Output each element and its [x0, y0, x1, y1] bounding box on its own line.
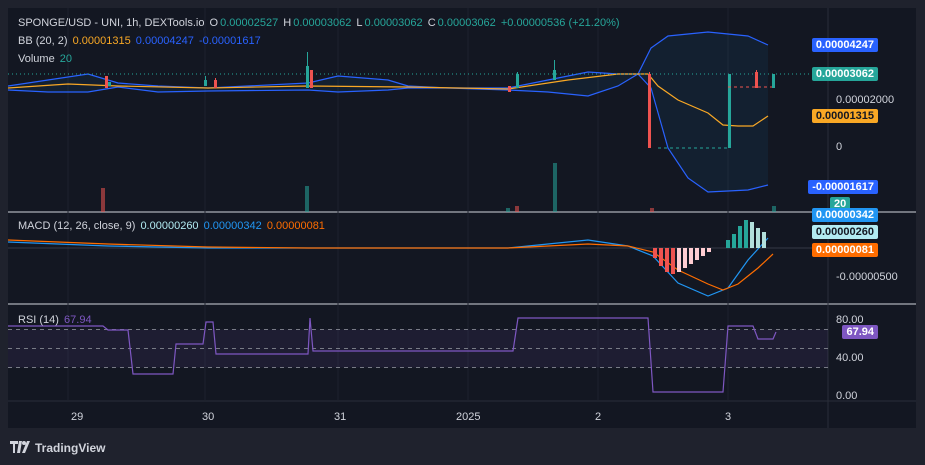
candle-body [772, 74, 775, 88]
tradingview-brand: TradingView [35, 441, 106, 455]
rsi-pane [8, 317, 828, 393]
tradingview-footer[interactable]: TradingView [10, 439, 105, 457]
volume-bar [553, 163, 557, 212]
candle-body [755, 72, 758, 88]
chart-area[interactable]: SPONGE/USD - UNI, 1h, DEXTools.io O 0.000… [8, 8, 916, 428]
macd-badge: 0.00000342 [811, 208, 878, 222]
macd-pane [8, 220, 828, 297]
price-tick-2: 0.00002000 [836, 94, 895, 106]
low-label: L [356, 17, 363, 29]
bb-basis-badge: 0.00001315 [811, 109, 878, 123]
symbol-title[interactable]: SPONGE/USD - UNI, 1h, DEXTools.io [18, 17, 205, 29]
volume-bar [650, 208, 654, 212]
time-label: 31 [334, 411, 347, 423]
macd-hist-bar [665, 248, 669, 272]
candle-body [728, 74, 731, 148]
volume-bar [101, 188, 105, 212]
bollinger-bands [8, 31, 828, 193]
close-value: 0.00003062 [437, 17, 496, 29]
candle-body [306, 66, 309, 88]
candle-body [105, 76, 108, 88]
time-label: 2025 [456, 411, 481, 423]
candle-body [508, 86, 511, 92]
bb-legend[interactable]: BB (20, 2) 0.00001315 0.00004247 -0.0000… [18, 35, 263, 47]
candle-body [310, 70, 313, 88]
high-label: H [283, 17, 292, 29]
candlesticks [105, 52, 775, 149]
candle-body [214, 80, 217, 88]
macd-hist-bar [762, 232, 766, 248]
low-value: 0.00003062 [364, 17, 423, 29]
change-value: +0.00000536 (+21.20%) [500, 17, 620, 29]
rsi-badge: 67.94 [842, 325, 878, 339]
macd-tick: -0.00000500 [836, 271, 898, 283]
volume-bars [101, 163, 776, 212]
macd-hist-bar [756, 228, 760, 248]
bb-upper-badge: 0.00004247 [811, 38, 878, 52]
macd-hist-bar [707, 248, 711, 252]
tradingview-logo-icon [10, 440, 30, 456]
open-label: O [209, 17, 219, 29]
bb-label: BB (20, 2) [18, 35, 68, 47]
macd-hist-bar [750, 222, 754, 248]
rsi-tick-40: 40.00 [836, 352, 864, 364]
bb-lower-value: -0.00001617 [198, 35, 261, 47]
chart-canvas[interactable] [8, 8, 916, 428]
macd-hist-bar [677, 248, 681, 272]
time-label: 29 [71, 411, 84, 423]
candle-body [516, 74, 519, 88]
volume-bar [515, 206, 519, 212]
macd-hist-bar [653, 248, 657, 258]
macd-hist-bar [732, 234, 736, 248]
ohlc-legend: SPONGE/USD - UNI, 1h, DEXTools.io O 0.000… [18, 17, 622, 29]
macd-hist-bar [671, 248, 675, 274]
macd-hist-value: 0.00000260 [140, 220, 199, 232]
macd-hist-bar [683, 248, 687, 268]
volume-legend[interactable]: Volume 20 [18, 53, 74, 65]
bb-basis-value: 0.00001315 [72, 35, 131, 47]
rsi-tick-80: 80.00 [836, 314, 864, 326]
rsi-line [8, 317, 777, 393]
bb-upper-value: 0.00004247 [135, 35, 194, 47]
signal-line [8, 239, 774, 291]
time-label: 30 [202, 411, 215, 423]
bb-lower-badge: -0.00001617 [808, 180, 878, 194]
volume-bar [772, 206, 776, 212]
macd-hist-bar [701, 248, 705, 256]
rsi-legend-value: 67.94 [64, 314, 92, 326]
volume-badge: 20 [830, 197, 851, 211]
macd-hist-bar [659, 248, 663, 266]
macd-hist-bar [695, 248, 699, 260]
price-tick-0: 0 [836, 141, 843, 153]
macd-hist-bar [744, 220, 748, 248]
macd-hist-badge: 0.00000260 [811, 225, 878, 239]
time-label: 2 [595, 411, 602, 423]
macd-hist-bar [726, 240, 730, 248]
volume-bar [305, 186, 309, 212]
bb-fill [8, 32, 768, 192]
rsi-legend[interactable]: RSI (14) 67.94 [18, 314, 94, 326]
candle-body [204, 80, 207, 86]
volume-value: 20 [59, 53, 73, 65]
close-label: C [427, 17, 436, 29]
macd-signal-value: 0.00000081 [266, 220, 325, 232]
volume-label: Volume [18, 53, 55, 65]
high-value: 0.00003062 [293, 17, 352, 29]
candle-body [108, 82, 111, 86]
candle-body [648, 74, 651, 148]
macd-legend[interactable]: MACD (12, 26, close, 9) 0.00000260 0.000… [18, 220, 327, 232]
candle-body [553, 70, 556, 80]
volume-bar [506, 208, 510, 212]
macd-line [8, 237, 769, 297]
macd-label: MACD (12, 26, close, 9) [18, 220, 136, 232]
time-label: 3 [725, 411, 732, 423]
macd-line-value: 0.00000342 [203, 220, 262, 232]
rsi-tick-0: 0.00 [836, 390, 858, 402]
macd-hist-bar [689, 248, 693, 264]
rsi-label: RSI (14) [18, 314, 59, 326]
macd-signal-badge: 0.00000081 [811, 243, 878, 257]
last-price-badge: 0.00003062 [811, 67, 878, 81]
macd-hist-bar [738, 226, 742, 248]
open-value: 0.00002527 [220, 17, 279, 29]
